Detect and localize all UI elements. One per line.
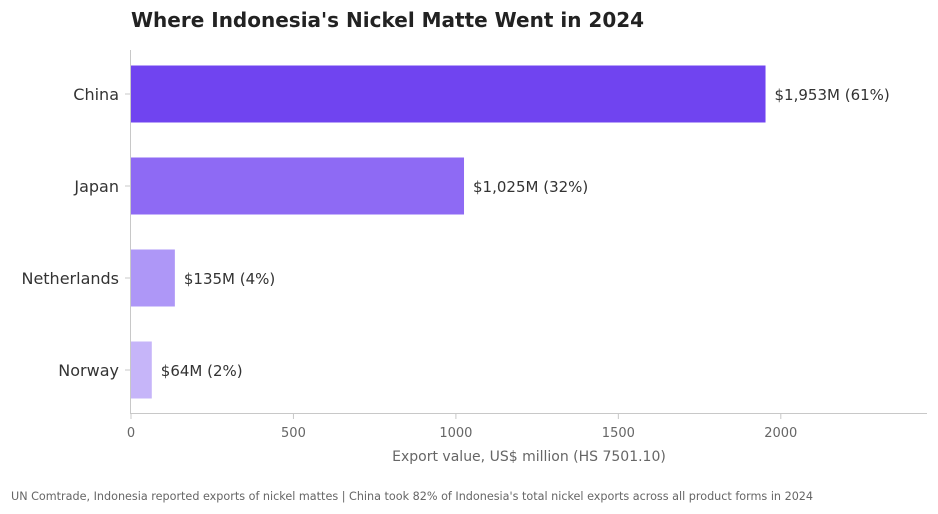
category-label: Norway bbox=[58, 361, 119, 380]
x-tick-label: 2000 bbox=[764, 426, 797, 441]
bars-group bbox=[131, 65, 766, 399]
x-tick-label: 1500 bbox=[602, 426, 635, 441]
bar-japan bbox=[131, 157, 465, 215]
data-label: $64M (2%) bbox=[161, 362, 243, 380]
source-note: UN Comtrade, Indonesia reported exports … bbox=[11, 490, 813, 503]
data-label: $135M (4%) bbox=[184, 270, 275, 288]
data-label: $1,953M (61%) bbox=[775, 86, 890, 104]
data-label: $1,025M (32%) bbox=[473, 178, 588, 196]
bar-china bbox=[131, 65, 766, 123]
category-label: China bbox=[73, 85, 119, 104]
data-labels: $1,953M (61%) $1,025M (32%) $135M (4%) $64M… bbox=[161, 86, 890, 380]
x-tick-label: 500 bbox=[281, 426, 306, 441]
bar-netherlands bbox=[131, 249, 175, 307]
category-labels: China Japan Netherlands Norway bbox=[21, 85, 130, 380]
x-axis: 0 500 1000 1500 2000 bbox=[127, 413, 927, 441]
x-tick-label: 1000 bbox=[439, 426, 472, 441]
chart-title: Where Indonesia's Nickel Matte Went in 2… bbox=[131, 8, 644, 32]
x-tick-label: 0 bbox=[127, 426, 135, 441]
bar-norway bbox=[131, 341, 152, 399]
x-axis-label: Export value, US$ million (HS 7501.10) bbox=[392, 449, 666, 465]
category-label: Netherlands bbox=[21, 269, 119, 288]
category-label: Japan bbox=[73, 177, 119, 196]
